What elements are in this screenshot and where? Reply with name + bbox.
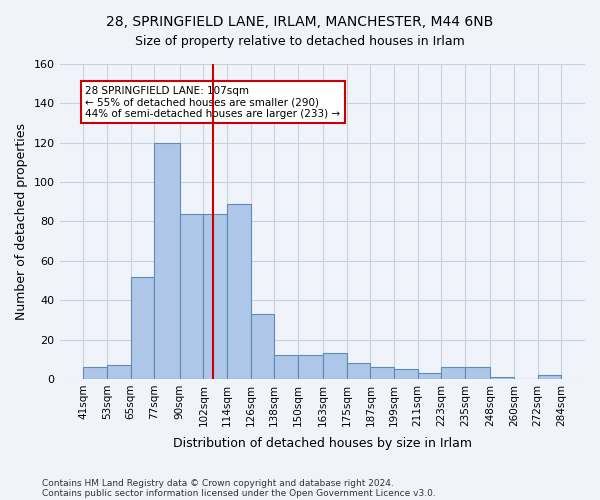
- Text: 28 SPRINGFIELD LANE: 107sqm
← 55% of detached houses are smaller (290)
44% of se: 28 SPRINGFIELD LANE: 107sqm ← 55% of det…: [85, 86, 341, 119]
- Bar: [83, 367, 107, 379]
- Bar: [490, 377, 514, 379]
- Text: Size of property relative to detached houses in Irlam: Size of property relative to detached ho…: [135, 35, 465, 48]
- Bar: [251, 314, 274, 379]
- Bar: [203, 214, 227, 379]
- Bar: [180, 214, 203, 379]
- Text: Contains HM Land Registry data © Crown copyright and database right 2024.: Contains HM Land Registry data © Crown c…: [42, 478, 394, 488]
- Bar: [154, 142, 180, 379]
- Bar: [347, 363, 370, 379]
- Bar: [465, 367, 490, 379]
- Bar: [274, 356, 298, 379]
- Bar: [107, 365, 131, 379]
- Bar: [538, 375, 561, 379]
- Bar: [394, 369, 418, 379]
- Bar: [418, 373, 441, 379]
- Text: 28, SPRINGFIELD LANE, IRLAM, MANCHESTER, M44 6NB: 28, SPRINGFIELD LANE, IRLAM, MANCHESTER,…: [106, 15, 494, 29]
- Bar: [131, 276, 154, 379]
- Bar: [323, 354, 347, 379]
- Y-axis label: Number of detached properties: Number of detached properties: [15, 123, 28, 320]
- Bar: [441, 367, 465, 379]
- X-axis label: Distribution of detached houses by size in Irlam: Distribution of detached houses by size …: [173, 437, 472, 450]
- Bar: [227, 204, 251, 379]
- Bar: [370, 367, 394, 379]
- Text: Contains public sector information licensed under the Open Government Licence v3: Contains public sector information licen…: [42, 488, 436, 498]
- Bar: [298, 356, 323, 379]
